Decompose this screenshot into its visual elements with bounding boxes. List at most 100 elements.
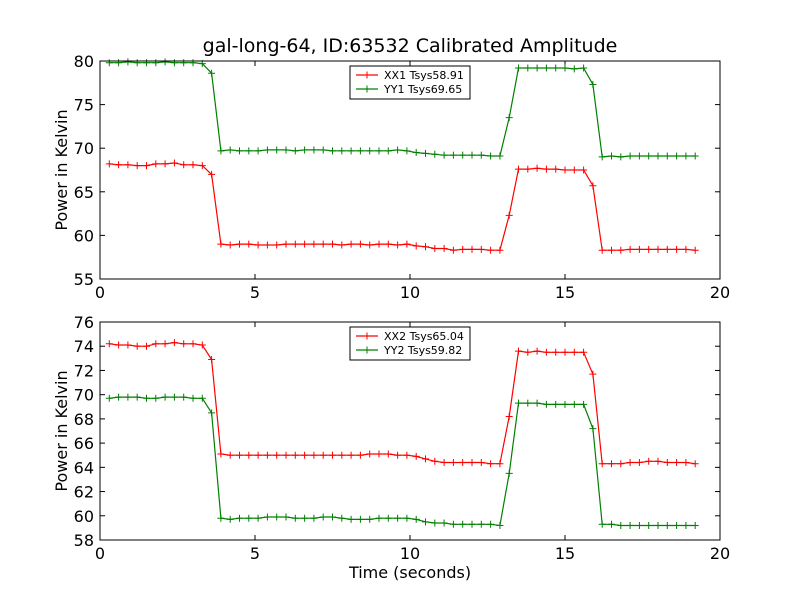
data-point-marker: [663, 245, 671, 253]
y-tick-label: 75: [74, 96, 94, 115]
data-point-marker: [570, 400, 578, 408]
data-point-marker: [226, 241, 234, 249]
data-point-marker: [394, 241, 402, 249]
bottom-panel: 0 5 10 15 20 58 60 62 64 66 68 70 72 74 76 XX2 Tsys65.0…: [74, 313, 731, 563]
data-point-marker: [161, 393, 169, 401]
data-point-marker: [180, 340, 188, 348]
data-point-marker: [598, 460, 606, 468]
data-point-marker: [487, 460, 495, 468]
y-tick-label: 72: [74, 361, 94, 380]
data-point-marker: [124, 393, 132, 401]
data-point-marker: [505, 211, 513, 219]
data-point-marker: [310, 514, 318, 522]
data-point-marker: [449, 520, 457, 528]
data-point-marker: [291, 514, 299, 522]
data-point-marker: [161, 58, 169, 66]
data-point-marker: [440, 244, 448, 252]
data-point-marker: [598, 520, 606, 528]
data-point-marker: [133, 59, 141, 67]
data-point-marker: [422, 149, 429, 157]
data-point-marker: [208, 356, 216, 364]
data-point-marker: [412, 515, 420, 523]
data-point-marker: [561, 348, 569, 356]
x-tick-label: 0: [95, 544, 105, 563]
data-point-marker: [459, 151, 467, 159]
data-point-marker: [133, 342, 141, 350]
data-point-marker: [124, 58, 132, 66]
data-point-marker: [673, 521, 681, 529]
x-tick-label: 5: [250, 544, 260, 563]
data-point-marker: [115, 393, 123, 401]
data-point-marker: [245, 147, 253, 155]
data-point-marker: [645, 245, 653, 253]
data-point-marker: [198, 394, 206, 402]
data-point-marker: [515, 347, 522, 355]
data-point-marker: [459, 245, 467, 253]
data-point-marker: [356, 240, 364, 248]
data-point-marker: [589, 370, 597, 378]
y-tick-label: 55: [74, 270, 94, 289]
y-tick-label: 70: [74, 139, 94, 158]
data-point-marker: [301, 451, 309, 459]
y-tick-label: 64: [74, 458, 94, 477]
data-point-marker: [412, 452, 420, 460]
data-point-marker: [152, 160, 160, 168]
data-point-marker: [245, 514, 253, 522]
x-tick-label: 15: [555, 283, 575, 302]
data-point-marker: [301, 240, 309, 248]
data-point-marker: [338, 451, 346, 459]
data-point-marker: [301, 514, 309, 522]
x-tick-label: 20: [710, 283, 730, 302]
legend-label: XX2 Tsys65.04: [384, 330, 464, 343]
data-point-marker: [468, 458, 476, 466]
data-point-marker: [319, 240, 327, 248]
data-point-marker: [133, 393, 141, 401]
y-tick-label: 68: [74, 410, 94, 429]
data-point-marker: [366, 515, 374, 523]
data-point-marker: [347, 240, 355, 248]
data-point-marker: [598, 246, 606, 254]
data-point-marker: [152, 340, 160, 348]
data-point-marker: [319, 146, 327, 154]
data-point-marker: [208, 170, 216, 178]
data-point-marker: [645, 521, 653, 529]
legend-marker: [363, 85, 371, 93]
data-point-marker: [198, 341, 206, 349]
data-point-marker: [440, 519, 448, 527]
data-point-marker: [477, 458, 485, 466]
data-point-marker: [226, 451, 234, 459]
data-point-marker: [291, 240, 299, 248]
data-point-marker: [673, 245, 681, 253]
data-point-marker: [412, 242, 420, 250]
data-point-marker: [589, 81, 597, 89]
data-point-marker: [589, 425, 597, 433]
data-point-marker: [170, 339, 178, 347]
data-point-marker: [505, 469, 513, 477]
data-point-marker: [663, 458, 671, 466]
data-point-marker: [608, 152, 615, 160]
data-point-marker: [273, 451, 281, 459]
data-point-marker: [356, 515, 364, 523]
series-line-1: [109, 341, 696, 465]
x-tick-label: 20: [710, 544, 730, 563]
data-point-marker: [691, 152, 699, 160]
data-point-marker: [366, 450, 374, 458]
data-point-marker: [403, 514, 411, 522]
data-point-marker: [347, 515, 355, 523]
data-point-marker: [505, 114, 513, 122]
data-point-marker: [170, 159, 178, 167]
plot-frame: [99, 321, 721, 541]
data-point-marker: [533, 164, 541, 172]
data-point-marker: [217, 240, 225, 248]
data-point-marker: [552, 64, 560, 72]
data-point-marker: [673, 152, 681, 160]
data-point-marker: [533, 399, 541, 407]
legend-label: YY1 Tsys69.65: [383, 83, 462, 96]
data-point-marker: [691, 521, 699, 529]
data-point-marker: [635, 458, 643, 466]
data-point-marker: [133, 162, 141, 170]
data-point-marker: [487, 246, 495, 254]
data-point-marker: [236, 514, 243, 522]
data-point-marker: [570, 348, 578, 356]
data-point-marker: [422, 243, 429, 251]
